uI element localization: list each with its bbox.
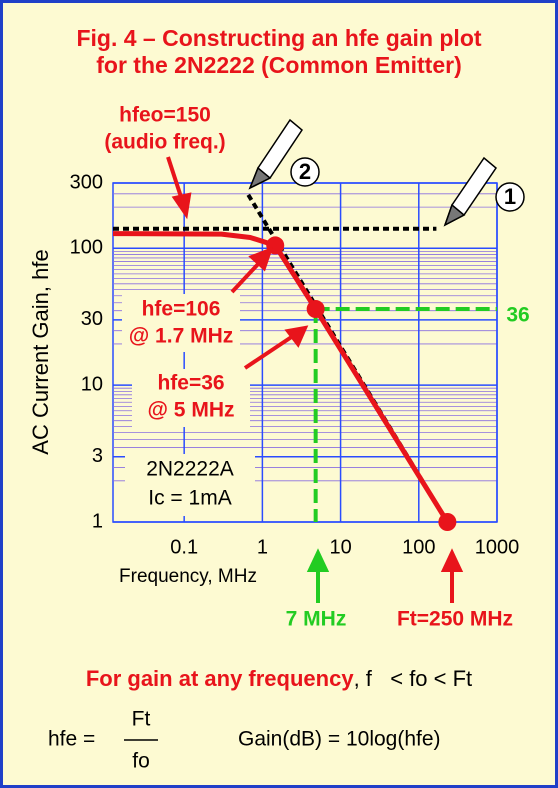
chart-subtitle: for the 2N2222 (Common Emitter) <box>96 52 462 78</box>
formula: fo <box>132 750 150 773</box>
annotation: Ft=250 MHz <box>397 608 513 631</box>
step-circle <box>290 157 320 187</box>
arrow-head <box>284 325 309 348</box>
formula: Gain(dB) = 10log(hfe) <box>238 728 441 751</box>
arrows <box>166 156 464 603</box>
step-circle <box>495 182 525 212</box>
annotation: 36 <box>506 304 529 327</box>
arrow <box>166 156 184 201</box>
x-tick-label: 10 <box>329 536 351 558</box>
pencil <box>248 118 525 227</box>
x-tick-label: 1000 <box>475 536 520 558</box>
arrow <box>243 334 295 370</box>
label-bg <box>125 454 255 516</box>
point <box>306 300 325 319</box>
annotation: @ 1.7 MHz <box>129 325 234 348</box>
pencil-tip <box>443 203 466 227</box>
formula: hfe = <box>48 728 95 751</box>
annotation: @ 5 MHz <box>148 399 235 422</box>
y-tick-label: 100 <box>70 237 103 259</box>
footer-condition: , f < fo < Ft <box>354 666 473 691</box>
y-axis-label: AC Current Gain, hfe <box>28 249 53 454</box>
chart-title: Fig. 4 – Constructing an hfe gain plot <box>76 25 481 51</box>
arrow-head <box>248 246 274 272</box>
label-bg <box>122 294 240 352</box>
series-layer <box>112 193 497 531</box>
y-tick-label: 1 <box>92 510 103 532</box>
y-tick-label: 30 <box>81 308 103 330</box>
arrow <box>230 260 262 294</box>
annotation: hfeo=150 <box>119 104 211 127</box>
x-tick-label: 0.1 <box>170 536 198 558</box>
step-number: 1 <box>504 184 516 209</box>
arrows <box>306 548 330 603</box>
annotation: 7 MHz <box>286 608 347 631</box>
annotation: Ic = 1mA <box>148 487 231 510</box>
curve <box>112 231 450 524</box>
footer-lead: For gain at any frequency <box>86 666 354 691</box>
label-bg <box>132 369 250 427</box>
annotation: 2N2222A <box>146 458 234 481</box>
y-tick-label: 3 <box>92 445 103 467</box>
pencil-tip <box>248 166 272 190</box>
arrow-head <box>306 548 330 572</box>
annotation: hfe=36 <box>157 372 224 395</box>
x-tick-label: 100 <box>402 536 435 558</box>
x-axis-label: Frequency, MHz <box>119 566 257 587</box>
arrow-head <box>171 192 192 220</box>
formula: Ft <box>132 708 151 731</box>
footer-line: For gain at any frequency, f < fo < Ft <box>86 666 472 691</box>
y-tick-label: 300 <box>70 171 103 193</box>
point <box>438 513 457 531</box>
arrow-head <box>440 548 464 572</box>
x-tick-label: 1 <box>257 536 268 558</box>
annotation: (audio freq.) <box>104 131 225 154</box>
annotation: hfe=106 <box>142 298 221 321</box>
y-tick-label: 10 <box>81 373 103 395</box>
step-number: 2 <box>299 159 311 184</box>
